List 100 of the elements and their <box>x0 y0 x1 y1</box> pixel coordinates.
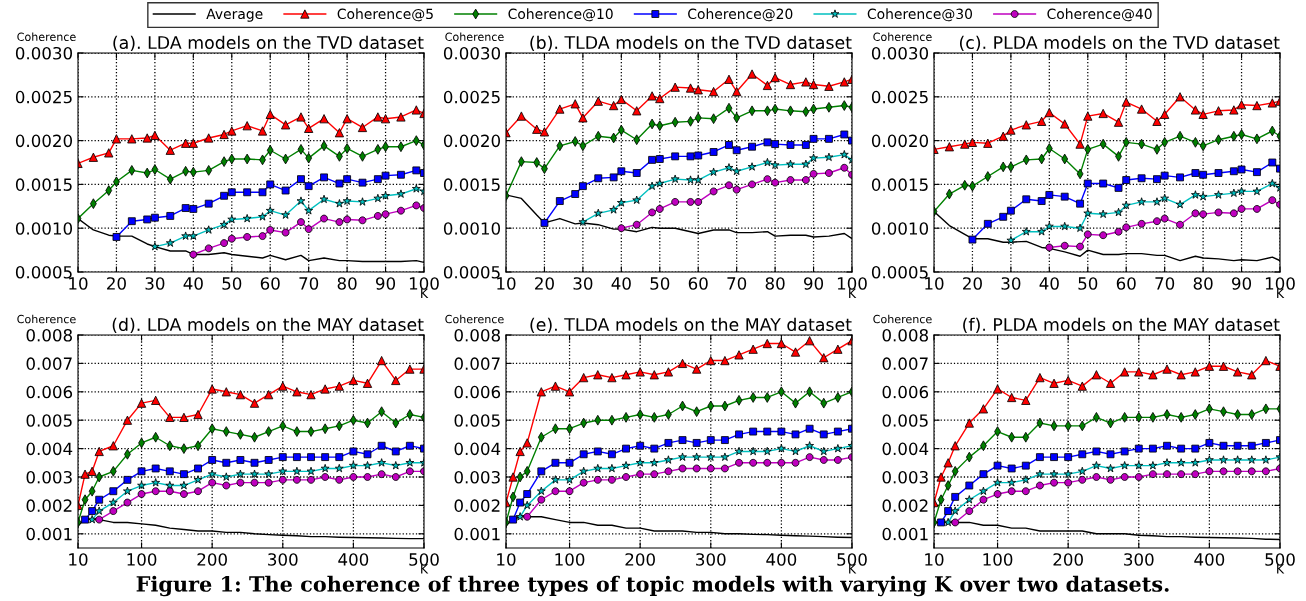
y-tick-label: 0.007 <box>26 357 72 370</box>
y-tick-label: 0.008 <box>882 328 928 342</box>
x-tick-label: 30 <box>573 277 593 290</box>
x-tick-label: 80 <box>337 277 357 290</box>
y-tick-label: 0.0010 <box>443 222 501 235</box>
legend-label: Coherence@20 <box>688 8 793 22</box>
x-tick-label: 40 <box>183 277 203 290</box>
y-tick-label: 0.007 <box>882 357 928 370</box>
y-tick-label: 0.001 <box>882 527 928 541</box>
legend-label: Coherence@5 <box>337 8 433 22</box>
x-tick-label: 50 <box>1078 277 1098 290</box>
y-tick-label: 0.004 <box>454 442 501 456</box>
legend-label: Coherence@30 <box>867 8 973 22</box>
x-tick-label: 400 <box>766 553 797 566</box>
x-tick-label: 10 <box>925 277 944 290</box>
x-tick-label: 100 <box>409 277 439 290</box>
x-tick-label: 400 <box>338 553 369 566</box>
x-tick-label: 60 <box>260 277 280 290</box>
y-axis-title: Coherence <box>445 32 504 41</box>
chart-title: (a). LDA models on the TVD dataset <box>113 35 424 52</box>
x-tick-label: 10 <box>69 277 88 290</box>
y-tick-label: 0.002 <box>26 499 72 512</box>
x-tick-label: 500 <box>837 553 867 566</box>
y-tick-label: 0.001 <box>26 527 72 541</box>
chart-title: (c). PLDA models on the TVD dataset <box>959 35 1280 52</box>
y-tick-label: 0.0005 <box>443 265 500 279</box>
legend-label: Average <box>206 8 263 22</box>
y-tick-label: 0.006 <box>882 385 929 399</box>
y-tick-label: 0.0025 <box>15 90 72 104</box>
chart-title: (b). TLDA models on the TVD dataset <box>530 35 852 52</box>
x-tick-label: 50 <box>222 277 242 290</box>
x-tick-label: 10 <box>497 553 516 566</box>
x-axis-title: K <box>421 564 429 574</box>
y-tick-label: 0.008 <box>454 328 500 342</box>
y-tick-label: 0.0010 <box>15 222 73 235</box>
x-tick-label: 80 <box>1193 277 1213 290</box>
y-tick-label: 0.006 <box>454 385 501 399</box>
y-tick-label: 0.0030 <box>15 46 73 60</box>
x-tick-label: 100 <box>1265 277 1295 290</box>
y-tick-label: 0.003 <box>882 470 928 484</box>
x-tick-label: 60 <box>688 277 708 290</box>
x-tick-label: 300 <box>268 553 298 566</box>
y-tick-label: 0.0015 <box>443 178 500 191</box>
y-axis-title: Coherence <box>445 314 504 324</box>
x-tick-label: 30 <box>1001 277 1021 290</box>
y-tick-label: 0.0020 <box>443 134 501 148</box>
caption: Figure 1: The coherence of three types of topic models with varying K over two datasets. <box>136 575 1169 597</box>
x-tick-label: 40 <box>611 277 631 290</box>
y-axis-title: Coherence <box>873 32 932 41</box>
x-axis-title: K <box>421 288 429 298</box>
x-tick-label: 100 <box>837 277 867 290</box>
x-tick-label: 70 <box>727 277 747 290</box>
y-tick-label: 0.0020 <box>15 134 73 148</box>
x-tick-label: 300 <box>1124 553 1154 566</box>
x-axis-title: K <box>849 288 857 298</box>
x-tick-label: 40 <box>1039 277 1059 290</box>
x-tick-label: 90 <box>804 277 824 290</box>
y-tick-label: 0.007 <box>454 357 500 370</box>
y-axis-title: Coherence <box>17 32 76 41</box>
y-tick-label: 0.0030 <box>871 46 929 60</box>
x-tick-label: 60 <box>1116 277 1136 290</box>
x-tick-label: 400 <box>1194 553 1225 566</box>
y-tick-label: 0.004 <box>26 442 73 456</box>
x-tick-label: 500 <box>409 553 439 566</box>
y-tick-label: 0.002 <box>882 499 928 512</box>
y-tick-label: 0.005 <box>454 414 500 427</box>
x-tick-label: 100 <box>127 553 157 566</box>
x-tick-label: 20 <box>107 277 126 290</box>
y-tick-label: 0.0025 <box>443 90 500 104</box>
x-axis-title: K <box>1277 288 1285 298</box>
x-tick-label: 500 <box>1265 553 1295 566</box>
x-axis-title: K <box>849 564 857 574</box>
x-tick-label: 20 <box>963 277 982 290</box>
y-tick-label: 0.003 <box>26 470 72 484</box>
y-tick-label: 0.008 <box>26 328 72 342</box>
x-tick-label: 90 <box>1232 277 1252 290</box>
chart-title: (f). PLDA models on the MAY dataset <box>963 317 1280 334</box>
x-tick-label: 10 <box>925 553 944 566</box>
chart-title: (d). LDA models on the MAY dataset <box>112 317 424 334</box>
y-tick-label: 0.0005 <box>15 265 72 279</box>
y-tick-label: 0.0020 <box>871 134 929 148</box>
x-tick-label: 200 <box>625 553 655 566</box>
x-tick-label: 200 <box>1053 553 1083 566</box>
x-tick-label: 20 <box>535 277 554 290</box>
x-tick-label: 90 <box>376 277 396 290</box>
y-tick-label: 0.0010 <box>871 222 929 235</box>
y-tick-label: 0.002 <box>454 499 500 512</box>
x-tick-label: 80 <box>765 277 785 290</box>
y-tick-label: 0.001 <box>454 527 500 541</box>
y-axis-title: Coherence <box>17 314 76 324</box>
y-tick-label: 0.005 <box>26 414 72 427</box>
x-tick-label: 10 <box>497 277 516 290</box>
y-tick-label: 0.003 <box>454 470 500 484</box>
y-tick-label: 0.005 <box>882 414 928 427</box>
y-tick-label: 0.004 <box>882 442 929 456</box>
y-tick-label: 0.0025 <box>871 90 928 104</box>
y-tick-label: 0.0015 <box>871 178 928 191</box>
legend-label: Coherence@40 <box>1047 8 1152 22</box>
chart-title: (e). TLDA models on the MAY dataset <box>530 317 852 334</box>
x-tick-label: 10 <box>69 553 88 566</box>
